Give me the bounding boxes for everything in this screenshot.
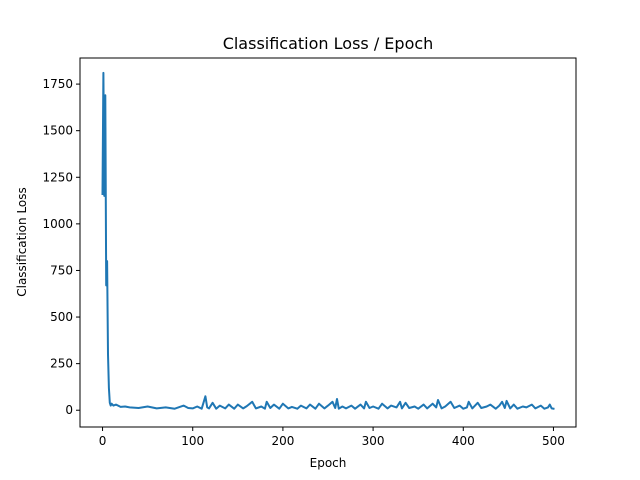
x-tick-label: 200 xyxy=(271,434,294,448)
y-tick-label: 1000 xyxy=(42,217,73,231)
x-tick-label: 300 xyxy=(362,434,385,448)
plot-frame xyxy=(79,57,577,428)
series-line xyxy=(101,71,555,410)
y-tick-label: 500 xyxy=(50,310,73,324)
x-tick-label: 100 xyxy=(181,434,204,448)
y-tick-label: 250 xyxy=(50,357,73,371)
x-tick-label: 400 xyxy=(452,434,475,448)
y-axis-label: Classification Loss xyxy=(15,187,29,297)
axis-ticks: 0 100 200 300 400 500 0 250 500 750 1000 1250 1500 17… xyxy=(42,77,564,448)
y-tick-label: 1500 xyxy=(42,124,73,138)
chart-title: Classification Loss / Epoch xyxy=(223,34,434,53)
y-tick-label: 0 xyxy=(65,403,73,417)
y-tick-label: 1750 xyxy=(42,77,73,91)
x-axis-label: Epoch xyxy=(310,456,347,470)
y-tick-label: 1250 xyxy=(42,170,73,184)
x-tick-label: 0 xyxy=(99,434,107,448)
x-tick-label: 500 xyxy=(542,434,565,448)
y-tick-label: 750 xyxy=(50,263,73,277)
